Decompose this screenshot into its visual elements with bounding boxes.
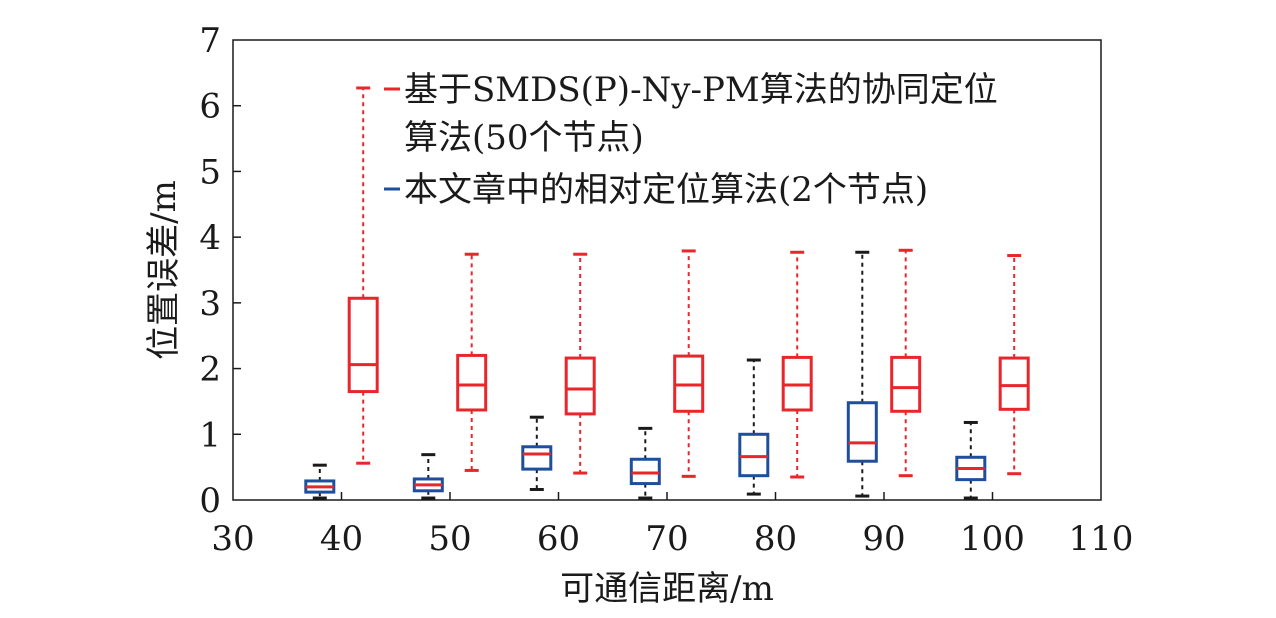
box-blue-38 xyxy=(304,463,336,500)
x-tick-label-70: 70 xyxy=(645,519,688,559)
box-blue-58 xyxy=(521,415,553,491)
iqr-box xyxy=(629,457,661,486)
ticks-layer: 30 40 50 60 70 80 90 100 110 0 1 2 3 4 5 6 7 xyxy=(199,21,1133,559)
y-tick-label-0: 0 xyxy=(199,481,221,521)
box-red-92 xyxy=(890,248,922,478)
x-tick-label-100: 100 xyxy=(960,519,1025,559)
iqr-box xyxy=(564,356,596,416)
y-axis-title: 位置误差/m xyxy=(144,180,184,360)
box-blue-68 xyxy=(629,426,661,500)
y-tick-label-2: 2 xyxy=(199,350,221,390)
legend-label-red-line2: 算法(50个节点) xyxy=(404,118,644,158)
iqr-box xyxy=(738,432,770,478)
marks-layer xyxy=(304,86,1030,500)
x-tick-label-50: 50 xyxy=(428,519,471,559)
box-red-52 xyxy=(456,252,488,472)
iqr-box xyxy=(846,401,878,463)
x-tick-label-110: 110 xyxy=(1069,519,1134,559)
legend-label-blue: 本文章中的相对定位算法(2个节点) xyxy=(404,170,928,210)
box-blue-78 xyxy=(738,358,770,496)
y-tick-label-1: 1 xyxy=(199,415,221,455)
y-tick-label-6: 6 xyxy=(199,87,221,127)
legend-label-red-line1: 基于SMDS(P)-Ny-PM算法的协同定位 xyxy=(404,70,998,110)
iqr-box xyxy=(521,445,553,471)
x-tick-label-80: 80 xyxy=(754,519,797,559)
x-tick-label-40: 40 xyxy=(320,519,363,559)
y-tick-label-5: 5 xyxy=(199,152,221,192)
iqr-box xyxy=(347,296,379,394)
iqr-box xyxy=(456,353,488,412)
box-red-62 xyxy=(564,252,596,475)
x-axis-title: 可通信距离/m xyxy=(560,569,774,609)
y-tick-label-4: 4 xyxy=(199,218,221,258)
box-red-102 xyxy=(998,254,1030,476)
box-blue-88 xyxy=(846,250,878,498)
iqr-box xyxy=(998,356,1030,411)
box-blue-98 xyxy=(955,420,987,500)
x-tick-label-90: 90 xyxy=(862,519,905,559)
y-tick-label-3: 3 xyxy=(199,284,221,324)
x-tick-label-30: 30 xyxy=(211,519,254,559)
legend: 基于SMDS(P)-Ny-PM算法的协同定位 算法(50个节点) 本文章中的相对… xyxy=(384,70,998,210)
x-tick-label-60: 60 xyxy=(537,519,580,559)
iqr-box xyxy=(890,355,922,413)
box-red-42 xyxy=(347,86,379,465)
y-tick-label-7: 7 xyxy=(199,21,221,61)
box-blue-48 xyxy=(412,453,444,500)
box-red-82 xyxy=(781,250,813,479)
box-red-72 xyxy=(673,249,705,478)
